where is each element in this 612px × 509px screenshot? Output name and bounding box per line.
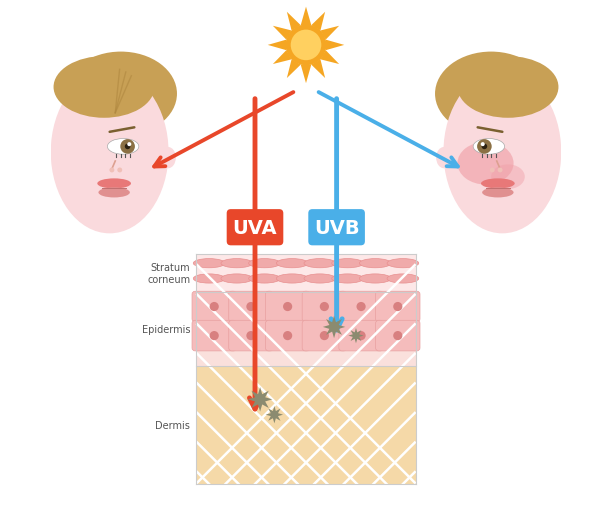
FancyBboxPatch shape bbox=[376, 321, 420, 351]
Circle shape bbox=[286, 25, 326, 66]
Ellipse shape bbox=[277, 274, 308, 284]
Text: Epidermis: Epidermis bbox=[142, 325, 190, 334]
FancyBboxPatch shape bbox=[192, 292, 236, 322]
FancyBboxPatch shape bbox=[266, 292, 310, 322]
FancyBboxPatch shape bbox=[226, 210, 283, 246]
Circle shape bbox=[125, 145, 130, 150]
Polygon shape bbox=[268, 41, 286, 51]
Circle shape bbox=[283, 302, 293, 312]
Circle shape bbox=[498, 168, 502, 173]
FancyBboxPatch shape bbox=[308, 210, 365, 246]
Polygon shape bbox=[323, 316, 345, 338]
Bar bbox=[196, 254, 416, 293]
FancyBboxPatch shape bbox=[302, 292, 346, 322]
Ellipse shape bbox=[97, 179, 131, 189]
Ellipse shape bbox=[99, 188, 130, 198]
Ellipse shape bbox=[359, 274, 391, 284]
Circle shape bbox=[127, 143, 132, 147]
Circle shape bbox=[393, 302, 402, 312]
Circle shape bbox=[319, 331, 329, 341]
Ellipse shape bbox=[473, 139, 505, 155]
Ellipse shape bbox=[436, 148, 452, 169]
FancyBboxPatch shape bbox=[229, 292, 273, 322]
Ellipse shape bbox=[277, 259, 308, 268]
Text: UVB: UVB bbox=[314, 218, 359, 237]
Ellipse shape bbox=[160, 148, 176, 169]
Ellipse shape bbox=[481, 179, 515, 189]
Circle shape bbox=[319, 302, 329, 312]
Circle shape bbox=[477, 140, 491, 154]
Circle shape bbox=[283, 331, 293, 341]
Ellipse shape bbox=[304, 259, 335, 268]
Polygon shape bbox=[300, 66, 312, 84]
Bar bbox=[196, 366, 416, 484]
FancyBboxPatch shape bbox=[192, 321, 236, 351]
Text: Dermis: Dermis bbox=[155, 420, 190, 430]
Ellipse shape bbox=[482, 188, 513, 198]
Circle shape bbox=[356, 331, 365, 341]
Circle shape bbox=[246, 302, 256, 312]
Text: UVA: UVA bbox=[233, 218, 277, 237]
Circle shape bbox=[209, 331, 219, 341]
Ellipse shape bbox=[248, 259, 280, 268]
Ellipse shape bbox=[435, 52, 547, 136]
Polygon shape bbox=[321, 51, 339, 65]
Ellipse shape bbox=[332, 274, 364, 284]
Polygon shape bbox=[273, 26, 291, 41]
Polygon shape bbox=[321, 26, 339, 41]
Circle shape bbox=[209, 302, 219, 312]
Ellipse shape bbox=[108, 139, 139, 155]
Circle shape bbox=[490, 168, 494, 173]
Circle shape bbox=[393, 331, 402, 341]
Polygon shape bbox=[300, 8, 312, 26]
Ellipse shape bbox=[193, 259, 225, 268]
Polygon shape bbox=[326, 41, 344, 51]
Bar bbox=[196, 293, 416, 366]
Polygon shape bbox=[266, 406, 283, 423]
Ellipse shape bbox=[193, 274, 225, 284]
Ellipse shape bbox=[65, 52, 177, 136]
Circle shape bbox=[480, 143, 485, 147]
Ellipse shape bbox=[248, 274, 280, 284]
Ellipse shape bbox=[387, 274, 419, 284]
Circle shape bbox=[246, 331, 256, 341]
Ellipse shape bbox=[457, 143, 513, 185]
Circle shape bbox=[356, 302, 365, 312]
Ellipse shape bbox=[458, 57, 559, 119]
Circle shape bbox=[121, 140, 135, 154]
Polygon shape bbox=[287, 60, 300, 79]
Ellipse shape bbox=[444, 71, 561, 234]
Polygon shape bbox=[348, 328, 364, 344]
Ellipse shape bbox=[221, 274, 253, 284]
Ellipse shape bbox=[387, 259, 419, 268]
Text: Stratum
corneum: Stratum corneum bbox=[147, 263, 190, 285]
Ellipse shape bbox=[304, 274, 335, 284]
Ellipse shape bbox=[332, 259, 364, 268]
Ellipse shape bbox=[221, 259, 253, 268]
Polygon shape bbox=[312, 13, 325, 32]
FancyBboxPatch shape bbox=[229, 321, 273, 351]
Polygon shape bbox=[287, 13, 300, 32]
Ellipse shape bbox=[491, 165, 525, 190]
FancyBboxPatch shape bbox=[376, 292, 420, 322]
FancyBboxPatch shape bbox=[339, 292, 383, 322]
Bar bbox=[196, 366, 416, 484]
Circle shape bbox=[110, 168, 114, 173]
Polygon shape bbox=[273, 51, 291, 65]
Polygon shape bbox=[312, 60, 325, 79]
FancyBboxPatch shape bbox=[302, 321, 346, 351]
Ellipse shape bbox=[54, 57, 155, 119]
Circle shape bbox=[482, 145, 487, 150]
Circle shape bbox=[118, 168, 122, 173]
FancyBboxPatch shape bbox=[266, 321, 310, 351]
Circle shape bbox=[291, 31, 321, 61]
Ellipse shape bbox=[51, 71, 168, 234]
FancyBboxPatch shape bbox=[339, 321, 383, 351]
Ellipse shape bbox=[359, 259, 391, 268]
Polygon shape bbox=[248, 387, 272, 412]
